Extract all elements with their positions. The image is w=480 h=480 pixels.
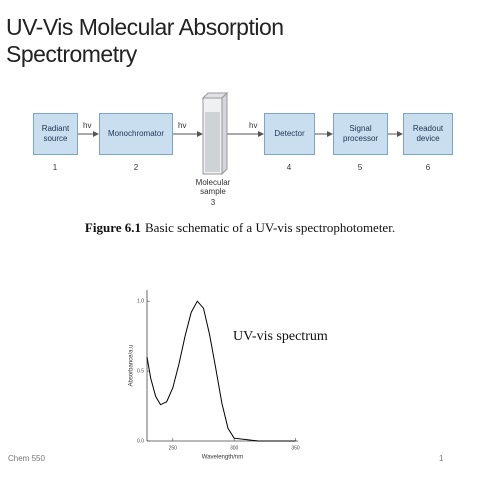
x-tick-label: 350 [291, 445, 300, 451]
node-number: 5 [357, 163, 363, 172]
node-box: Signal processor [333, 113, 388, 155]
chart-annotation: UV-vis spectrum [233, 329, 328, 344]
spectrum-line [146, 300, 296, 442]
cuvette-side [221, 91, 228, 176]
node-box: Monochromator [99, 113, 173, 155]
arrow-label: hv [83, 121, 92, 130]
node-box: Detector [264, 113, 315, 155]
node-box: Readout device [403, 113, 453, 155]
arrow-label: hv [249, 121, 258, 130]
slide-title: UV-Vis Molecular Absorption Spectrometry [6, 14, 284, 67]
caption-text: Basic schematic of a UV-vis spectrophoto… [145, 220, 396, 235]
figure-caption: Figure 6.1 Basic schematic of a UV-vis sp… [0, 220, 480, 236]
y-axis-label: Absorbance/a.u [129, 344, 135, 386]
x-axis-label: Wavelength/nm [202, 455, 243, 461]
y-tick-label: 0.5 [137, 368, 144, 374]
page-number: 1 [439, 454, 444, 463]
footer-course: Chem 550 [8, 454, 45, 463]
x-tick-label: 250 [169, 445, 178, 451]
node-number: 1 [52, 163, 58, 172]
cuvette-liquid [205, 112, 220, 172]
caption-label: Figure 6.1 [84, 220, 141, 235]
cuvette [201, 91, 229, 176]
node-number: 4 [286, 163, 292, 172]
arrow-label: hv [178, 121, 187, 130]
spectrum-chart: 0.0 0.5 1.0 250 300 350 Wavelength/nm Absorbanc… [129, 290, 328, 461]
y-tick-label: 0.0 [137, 438, 144, 444]
node-box: Radiant source [33, 113, 78, 155]
node-number: 6 [425, 163, 431, 172]
node-label: Molecular sample [195, 178, 231, 196]
node-number: 2 [133, 163, 139, 172]
y-tick-label: 1.0 [137, 299, 144, 305]
x-tick-label: 300 [230, 445, 239, 451]
node-number: 3 [210, 198, 216, 207]
